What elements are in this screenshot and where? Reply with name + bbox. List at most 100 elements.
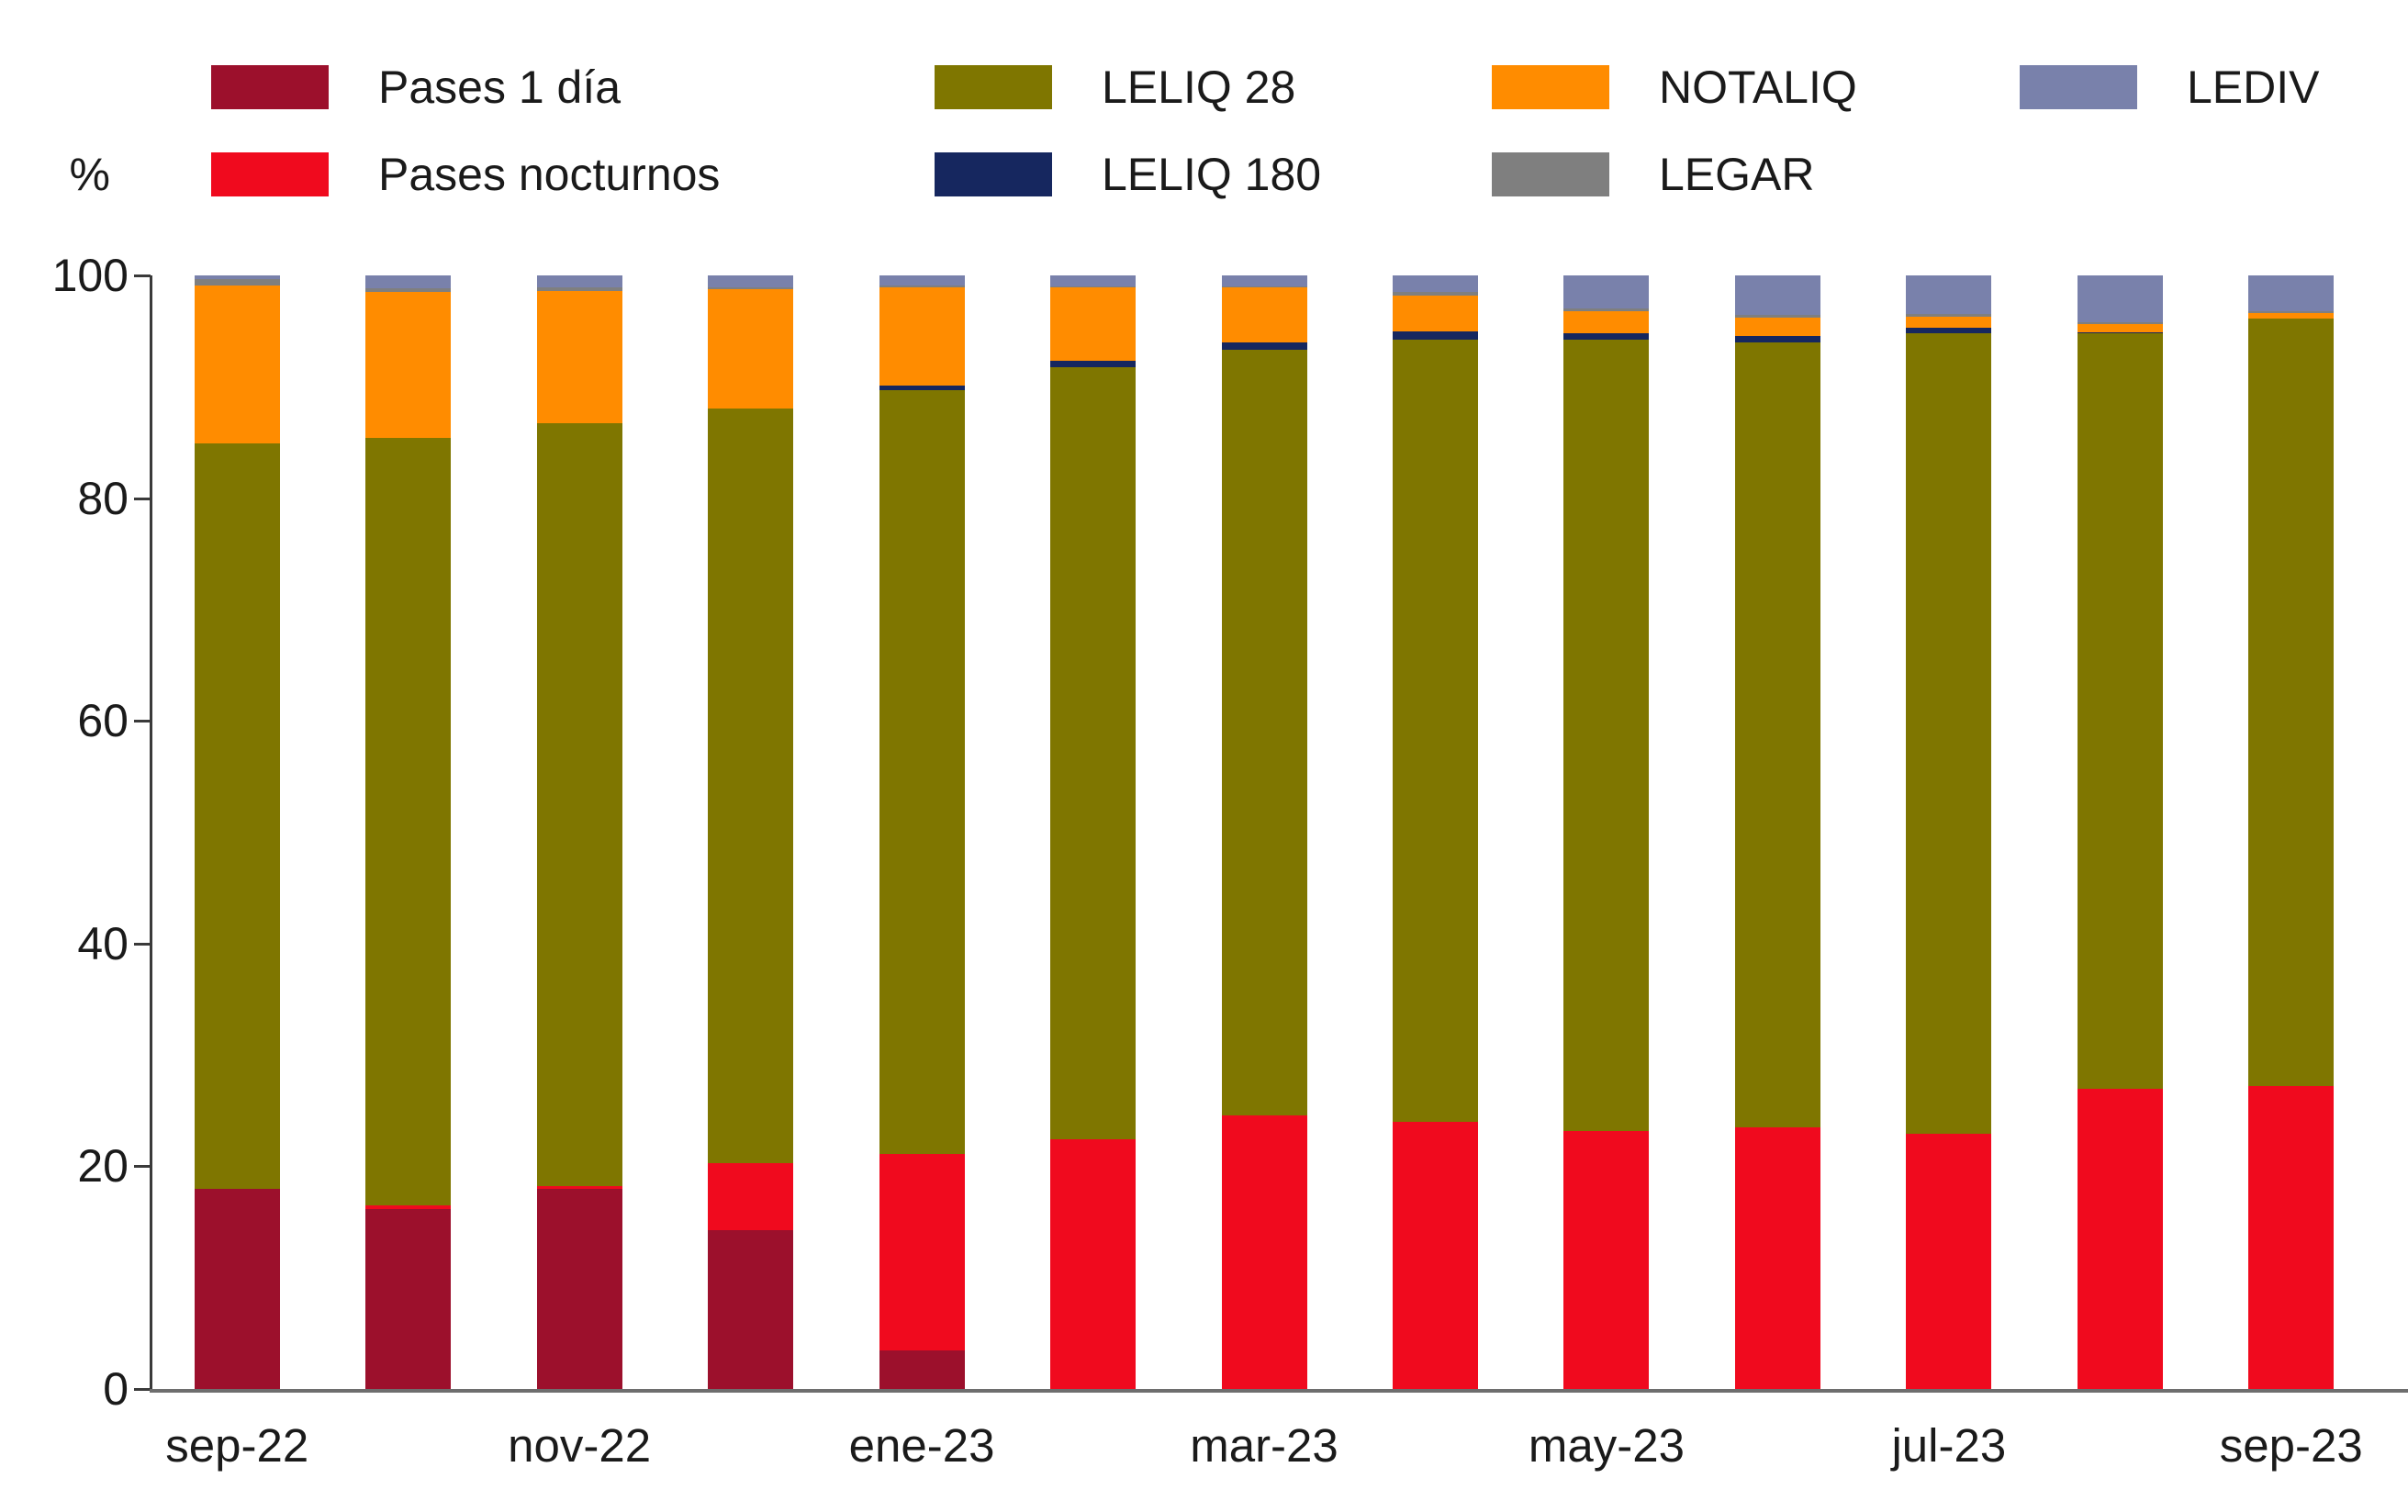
segment-legar-dic-22 xyxy=(708,286,794,290)
segment-leliq-28-sep-23 xyxy=(2248,319,2335,1087)
segment-leliq-28-ago-23 xyxy=(2077,333,2163,1089)
segment-pases-1-d-a-oct-22 xyxy=(365,1208,452,1389)
segment-pases-nocturnos-ago-23 xyxy=(2077,1088,2163,1389)
segment-leliq-180-jun-23 xyxy=(1734,336,1820,342)
segment-notaliq-sep-23 xyxy=(2248,312,2335,319)
segment-legar-mar-23 xyxy=(1221,286,1307,288)
legend-item-pases-1-d-a: Pases 1 día xyxy=(211,62,622,113)
x-axis-baseline xyxy=(150,1389,2408,1393)
y-tick-mark-20 xyxy=(134,1165,151,1169)
segment-notaliq-feb-23 xyxy=(1050,287,1137,362)
legend-item-notaliq: NOTALIQ xyxy=(1492,62,1857,113)
x-tick-label-sep-23: sep-23 xyxy=(2219,1419,2363,1472)
segment-pases-1-d-a-nov-22 xyxy=(536,1188,622,1389)
segment-legar-sep-22 xyxy=(194,278,280,286)
segment-leliq-28-may-23 xyxy=(1563,339,1650,1131)
segment-pases-nocturnos-may-23 xyxy=(1563,1130,1650,1389)
legend-swatch-notaliq xyxy=(1492,65,1609,109)
y-tick-label-100: 100 xyxy=(51,250,129,301)
segment-legar-ago-23 xyxy=(2077,321,2163,324)
y-axis-line xyxy=(150,275,152,1392)
segment-notaliq-nov-22 xyxy=(536,291,622,424)
bar-dic-22 xyxy=(708,275,794,1389)
segment-legar-ene-23 xyxy=(879,285,965,287)
legend-item-pases-nocturnos: Pases nocturnos xyxy=(211,149,721,200)
segment-lediv-nov-22 xyxy=(536,275,622,288)
y-tick-label-20: 20 xyxy=(77,1140,129,1193)
legend-swatch-leliq-180 xyxy=(935,152,1052,196)
bar-jul-23 xyxy=(1906,275,1992,1389)
segment-pases-nocturnos-nov-22 xyxy=(536,1186,622,1189)
segment-lediv-abr-23 xyxy=(1393,275,1479,293)
segment-legar-feb-23 xyxy=(1050,286,1137,288)
segment-legar-jul-23 xyxy=(1906,314,1992,317)
segment-lediv-oct-22 xyxy=(365,275,452,288)
segment-lediv-ago-23 xyxy=(2077,275,2163,322)
segment-leliq-180-jul-23 xyxy=(1906,328,1992,334)
y-tick-mark-40 xyxy=(134,942,151,946)
y-tick-mark-0 xyxy=(134,1388,151,1391)
segment-leliq-28-ene-23 xyxy=(879,389,965,1155)
segment-leliq-28-abr-23 xyxy=(1393,340,1479,1122)
bar-slot-abr-23 xyxy=(1350,275,1520,1389)
segment-pases-nocturnos-dic-22 xyxy=(708,1162,794,1230)
segment-pases-nocturnos-mar-23 xyxy=(1221,1114,1307,1389)
segment-leliq-180-feb-23 xyxy=(1050,361,1137,368)
legend-swatch-legar xyxy=(1492,152,1609,196)
x-tick-label-jul-23: jul-23 xyxy=(1891,1419,2007,1472)
segment-leliq-180-may-23 xyxy=(1563,333,1650,340)
bar-slot-feb-23 xyxy=(1007,275,1178,1389)
segment-lediv-dic-22 xyxy=(708,275,794,287)
segment-pases-nocturnos-sep-23 xyxy=(2248,1086,2335,1389)
bar-slot-ago-23 xyxy=(2034,275,2205,1389)
x-tick-label-mar-23: mar-23 xyxy=(1190,1419,1338,1472)
legend-swatch-pases-nocturnos xyxy=(211,152,329,196)
bar-slot-sep-23 xyxy=(2206,275,2377,1389)
segment-leliq-28-mar-23 xyxy=(1221,350,1307,1115)
segment-leliq-180-ago-23 xyxy=(2077,331,2163,334)
y-tick-label-0: 0 xyxy=(103,1363,129,1415)
segment-notaliq-may-23 xyxy=(1563,311,1650,334)
bar-abr-23 xyxy=(1393,275,1479,1389)
segment-pases-nocturnos-feb-23 xyxy=(1050,1139,1137,1389)
segment-notaliq-jul-23 xyxy=(1906,316,1992,329)
segment-lediv-feb-23 xyxy=(1050,275,1137,286)
legend-item-legar: LEGAR xyxy=(1492,151,1815,197)
x-tick-label-nov-22: nov-22 xyxy=(508,1419,652,1472)
x-tick-label-ene-23: ene-23 xyxy=(848,1419,995,1472)
y-axis-unit-label: % xyxy=(69,149,110,200)
bar-slot-may-23 xyxy=(1521,275,1692,1389)
bar-jun-23 xyxy=(1734,275,1820,1389)
legend-item-lediv: LEDIV xyxy=(2020,64,2320,110)
y-tick-mark-100 xyxy=(134,274,151,277)
segment-leliq-180-mar-23 xyxy=(1221,342,1307,351)
segment-leliq-28-dic-22 xyxy=(708,408,794,1163)
segment-lediv-may-23 xyxy=(1563,275,1650,309)
segment-leliq-28-nov-22 xyxy=(536,423,622,1187)
bar-slot-jul-23 xyxy=(1864,275,2034,1389)
bar-slot-jun-23 xyxy=(1692,275,1863,1389)
bars-container xyxy=(151,275,2377,1389)
bar-feb-23 xyxy=(1050,275,1137,1389)
segment-lediv-jun-23 xyxy=(1734,275,1820,315)
segment-lediv-sep-22 xyxy=(194,275,280,279)
segment-notaliq-ene-23 xyxy=(879,286,965,386)
segment-notaliq-oct-22 xyxy=(365,292,452,439)
bar-sep-23 xyxy=(2248,275,2335,1389)
legend-swatch-lediv xyxy=(2020,65,2137,109)
segment-legar-abr-23 xyxy=(1393,292,1479,296)
bar-ago-23 xyxy=(2077,275,2163,1389)
legend-label-pases-1-d-a: Pases 1 día xyxy=(378,62,622,113)
segment-leliq-28-jul-23 xyxy=(1906,333,1992,1135)
legend-item-leliq-28: LELIQ 28 xyxy=(935,64,1295,110)
legend-label-leliq-180: LELIQ 180 xyxy=(1102,149,1322,200)
legend-label-pases-nocturnos: Pases nocturnos xyxy=(378,149,721,200)
bar-ene-23 xyxy=(879,275,965,1389)
segment-lediv-jul-23 xyxy=(1906,275,1992,315)
legend-label-notaliq: NOTALIQ xyxy=(1659,62,1857,113)
segment-notaliq-dic-22 xyxy=(708,289,794,409)
segment-notaliq-ago-23 xyxy=(2077,323,2163,332)
segment-leliq-28-sep-22 xyxy=(194,443,280,1189)
segment-notaliq-abr-23 xyxy=(1393,295,1479,331)
